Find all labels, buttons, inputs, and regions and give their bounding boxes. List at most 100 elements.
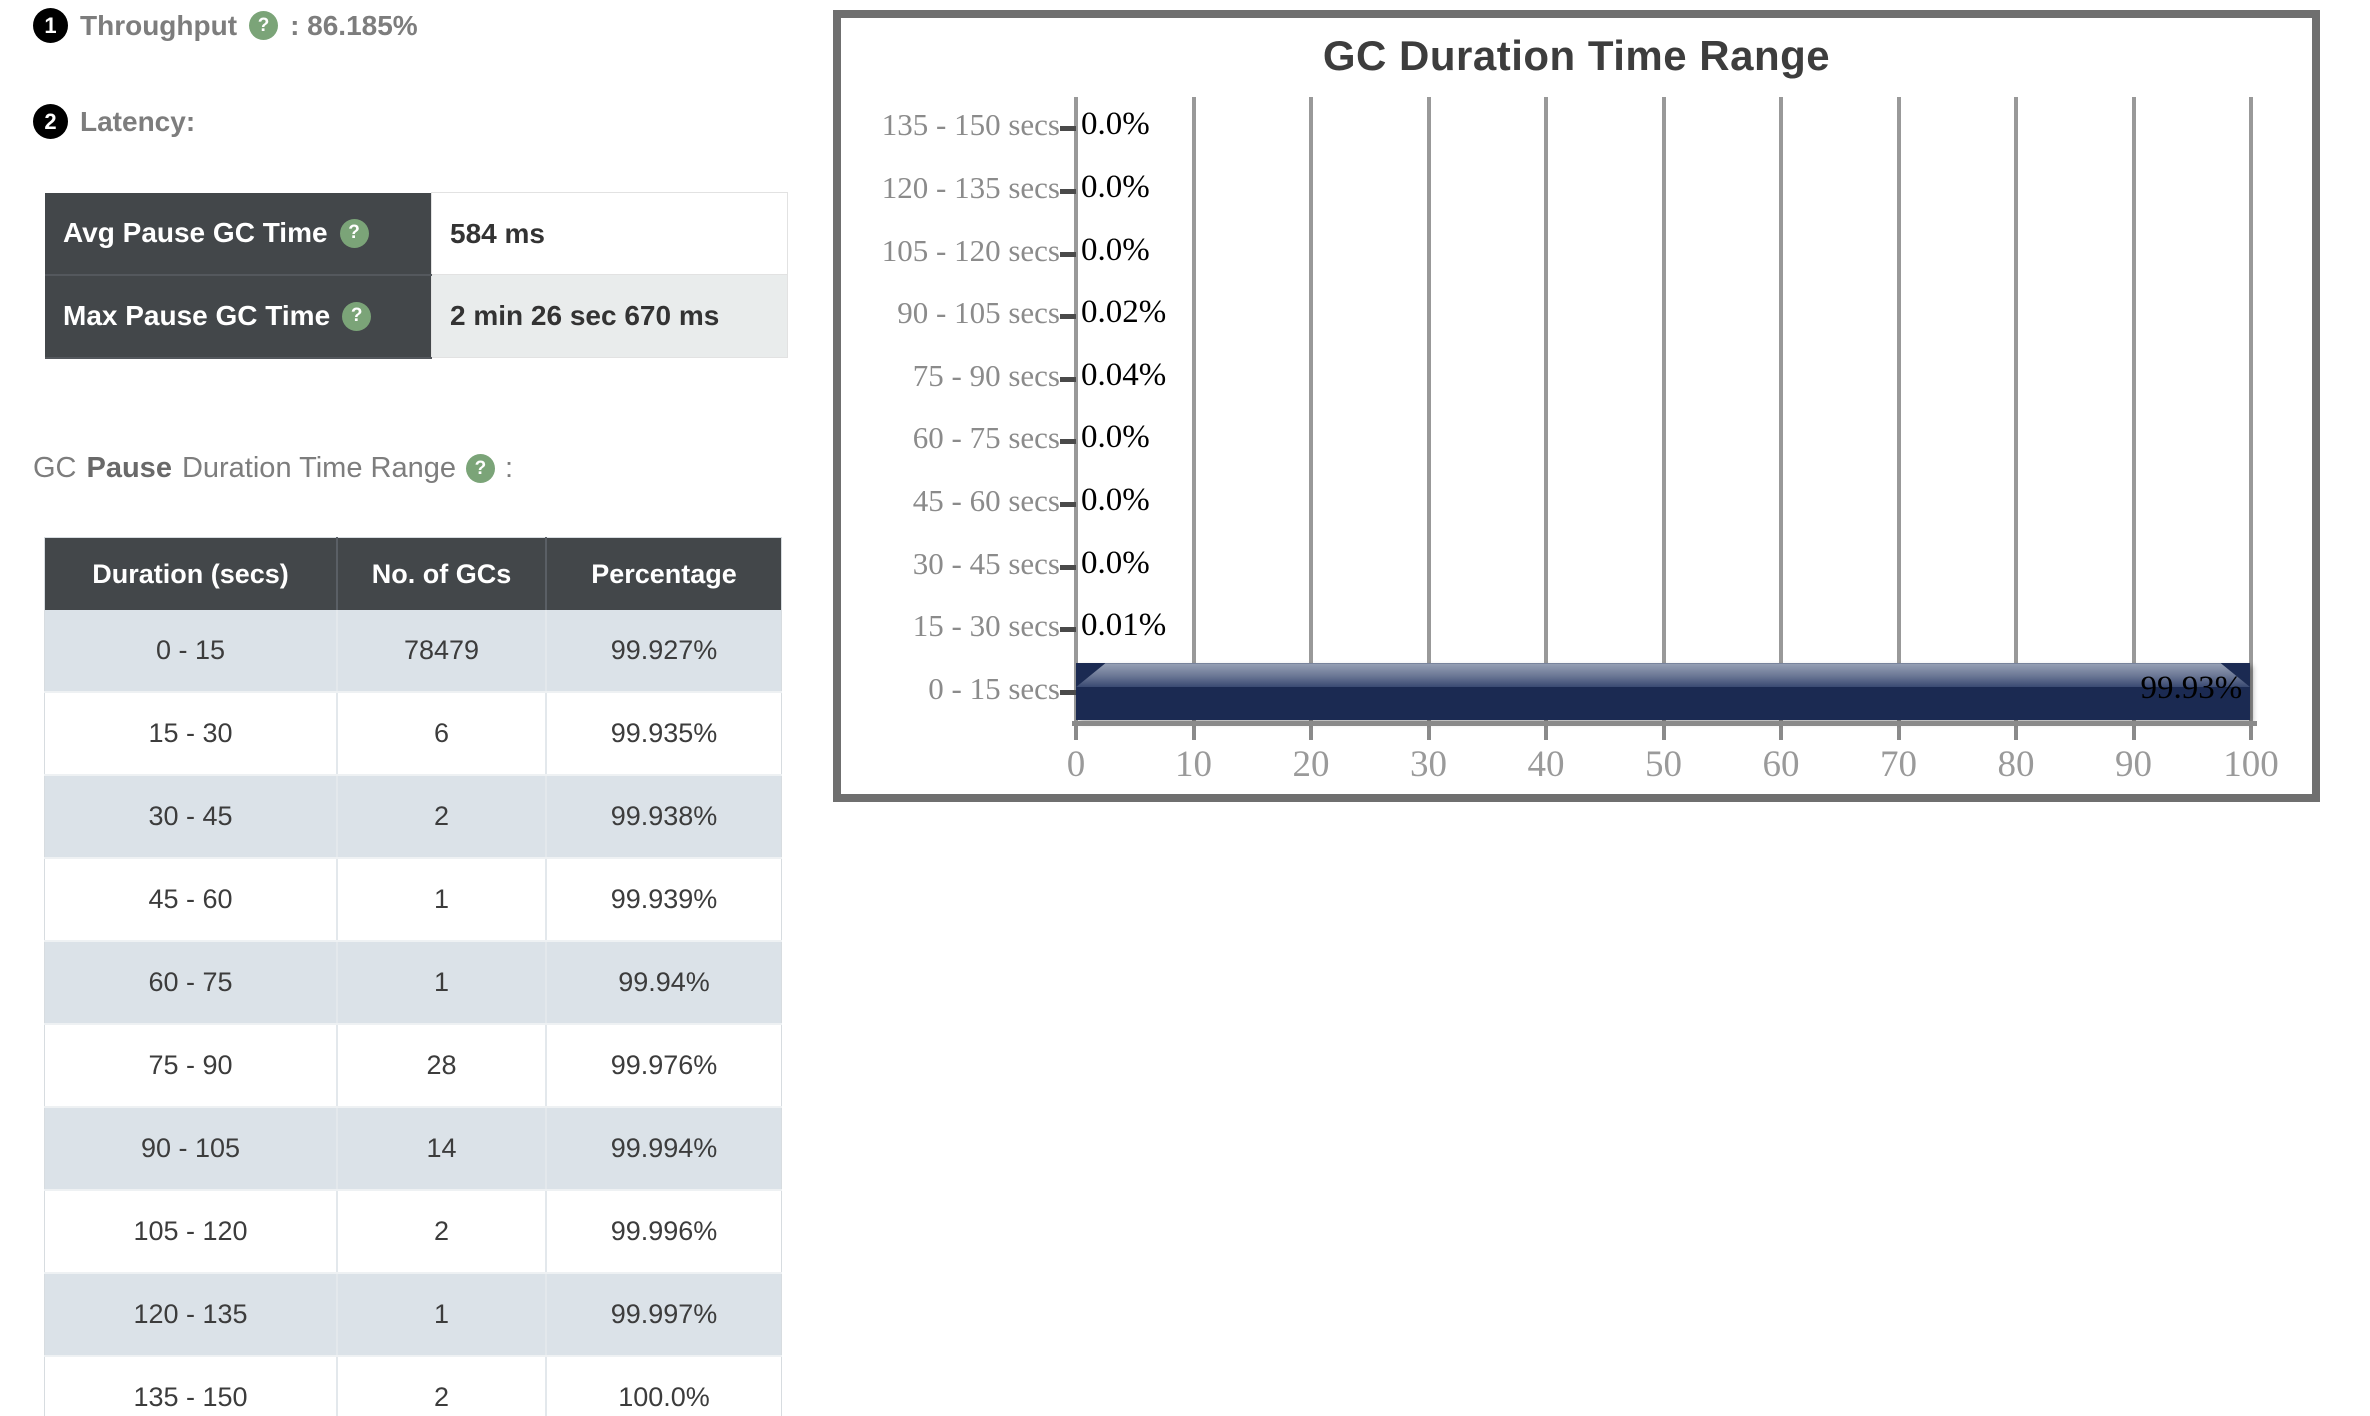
duration-table-cell: 135 - 150 xyxy=(44,1356,338,1416)
throughput-line: 1 Throughput ? : 86.185% xyxy=(33,8,418,43)
gridline xyxy=(1191,97,1196,723)
x-axis-tick xyxy=(2249,726,2253,740)
gridline xyxy=(1896,97,1901,723)
throughput-number-badge: 1 xyxy=(33,8,68,43)
latency-table: Avg Pause GC Time? 584 ms Max Pause GC T… xyxy=(45,192,788,359)
duration-table-row: 30 - 45 2 99.938% xyxy=(44,775,782,859)
y-category-label: 60 - 75 secs xyxy=(912,420,1060,456)
y-tick xyxy=(1060,689,1076,695)
x-tick-label: 30 xyxy=(1410,744,1447,785)
x-axis-tick xyxy=(1074,726,1078,740)
duration-table-cell: 99.935% xyxy=(546,692,782,776)
x-tick-label: 60 xyxy=(1762,744,1800,785)
y-category-label: 15 - 30 secs xyxy=(912,608,1060,644)
x-axis-tick xyxy=(1544,726,1548,740)
y-category-label: 75 - 90 secs xyxy=(912,357,1060,393)
y-tick xyxy=(1060,188,1076,194)
duration-table-cell: 99.94% xyxy=(546,941,782,1025)
x-axis-tick xyxy=(1661,726,1666,740)
latency-value-cell: 2 min 26 sec 670 ms xyxy=(431,274,788,358)
gc-pause-duration-heading: GC Pause Duration Time Range ? : xyxy=(33,452,513,485)
point-label: 0.0% xyxy=(1081,231,1150,268)
y-tick xyxy=(1060,376,1076,382)
gridline xyxy=(1309,97,1313,723)
duration-table-cell: 6 xyxy=(337,692,547,776)
duration-table-cell: 0 - 15 xyxy=(44,610,338,693)
point-label: 0.0% xyxy=(1081,544,1150,581)
duration-table-cell: 99.939% xyxy=(546,858,782,942)
duration-table-cell: 60 - 75 xyxy=(44,941,338,1025)
duration-table-cell: 2 xyxy=(337,1356,547,1416)
duration-table-cell: 45 - 60 xyxy=(44,858,338,942)
duration-table-cell: 15 - 30 xyxy=(44,692,338,776)
y-category-label: 0 - 15 secs xyxy=(928,670,1060,706)
x-tick-label: 100 xyxy=(2223,744,2279,785)
latency-help-icon[interactable]: ? xyxy=(339,218,369,248)
bar xyxy=(1076,663,2251,721)
gridline xyxy=(1544,97,1548,723)
plot-area: 0 10 20 30 40 50 60 70 80 90 100 135 - 150 secs 0.0%… xyxy=(882,97,2279,785)
latency-table-body: Avg Pause GC Time? 584 ms Max Pause GC T… xyxy=(45,192,788,359)
duration-table-cell: 99.996% xyxy=(546,1190,782,1274)
duration-table-cell: 90 - 105 xyxy=(44,1107,338,1191)
x-axis-tick xyxy=(1896,726,1901,740)
x-axis-tick xyxy=(2014,726,2018,740)
y-tick xyxy=(1060,251,1076,257)
duration-table-cell: 1 xyxy=(337,1273,547,1357)
duration-table-row: 135 - 150 2 100.0% xyxy=(44,1356,782,1416)
latency-number-badge: 2 xyxy=(33,104,68,139)
duration-table-header-cell: Duration (secs) xyxy=(44,537,338,610)
gridline xyxy=(1074,97,1078,723)
heading-bold: Pause xyxy=(86,452,172,484)
duration-table-cell: 120 - 135 xyxy=(44,1273,338,1357)
latency-help-icon[interactable]: ? xyxy=(342,301,372,331)
duration-table-cell: 2 xyxy=(337,775,547,859)
x-axis-tick xyxy=(1309,726,1313,740)
gridline xyxy=(1779,97,1783,723)
y-tick xyxy=(1060,627,1076,633)
gridline xyxy=(2014,97,2018,723)
y-category-label: 90 - 105 secs xyxy=(897,295,1060,331)
duration-table-row: 120 - 135 1 99.997% xyxy=(44,1273,782,1357)
throughput-help-icon[interactable]: ? xyxy=(249,11,279,40)
latency-key-label: Max Pause GC Time xyxy=(63,300,331,331)
duration-table-row: 15 - 30 6 99.935% xyxy=(44,692,782,776)
gc-duration-chart-panel: GC Duration Time Range 0 10 20 30 40 50 60 70 80… xyxy=(833,10,2320,802)
duration-table-row: 60 - 75 1 99.94% xyxy=(44,941,782,1025)
latency-key-label: Avg Pause GC Time xyxy=(63,217,328,248)
point-label: 0.0% xyxy=(1081,419,1150,456)
point-label: 99.93% xyxy=(2140,669,2243,706)
x-tick-label: 90 xyxy=(2115,744,2152,785)
duration-table-row: 0 - 15 78479 99.927% xyxy=(44,610,782,693)
y-tick xyxy=(1060,126,1076,132)
y-tick xyxy=(1060,314,1076,320)
latency-key-cell: Avg Pause GC Time? xyxy=(45,192,432,276)
duration-table-cell: 28 xyxy=(337,1024,547,1108)
duration-table-cell: 99.927% xyxy=(546,610,782,693)
duration-help-icon[interactable]: ? xyxy=(465,454,495,483)
duration-table-cell: 75 - 90 xyxy=(44,1024,338,1108)
duration-table-row: 105 - 120 2 99.996% xyxy=(44,1190,782,1274)
point-label: 0.02% xyxy=(1081,294,1167,331)
x-tick-label: 40 xyxy=(1527,744,1565,785)
y-tick xyxy=(1060,439,1076,445)
duration-table-row: 90 - 105 14 99.994% xyxy=(44,1107,782,1191)
x-tick-label: 0 xyxy=(1066,744,1086,785)
x-axis-tick xyxy=(1426,726,1431,740)
heading-colon: : xyxy=(504,452,514,484)
bar-highlight xyxy=(1076,663,2251,688)
y-category-label: 45 - 60 secs xyxy=(912,482,1060,518)
gridline xyxy=(1426,97,1431,723)
latency-row: Max Pause GC Time? 2 min 26 sec 670 ms xyxy=(45,274,788,359)
y-tick xyxy=(1060,501,1076,507)
y-category-label: 105 - 120 secs xyxy=(881,232,1060,268)
duration-table-cell: 30 - 45 xyxy=(44,775,338,859)
latency-row: Avg Pause GC Time? 584 ms xyxy=(45,192,788,276)
duration-table-cell: 99.994% xyxy=(546,1107,782,1191)
duration-table-cell: 99.997% xyxy=(546,1273,782,1357)
duration-table-cell: 2 xyxy=(337,1190,547,1274)
throughput-label: Throughput xyxy=(80,9,238,41)
x-axis-line xyxy=(1072,721,2257,726)
duration-table-cell: 99.976% xyxy=(546,1024,782,1108)
